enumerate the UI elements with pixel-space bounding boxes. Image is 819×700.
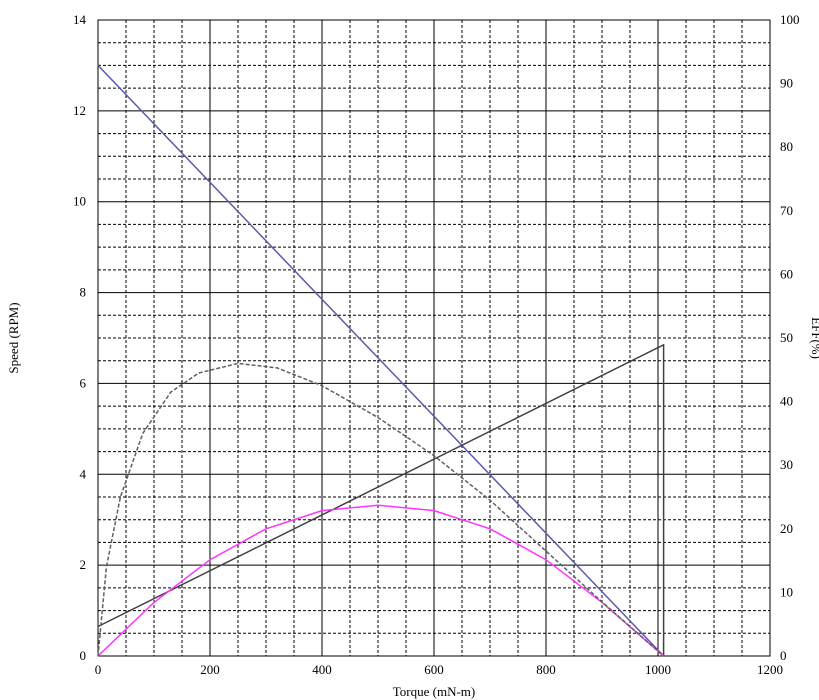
y-tick-label: 4: [80, 466, 87, 481]
y2-tick-label: 70: [780, 203, 793, 218]
x-tick-label: 800: [536, 662, 556, 677]
y-tick-label: 6: [80, 375, 87, 390]
y-tick-label: 8: [80, 285, 87, 300]
y-tick-label: 0: [80, 648, 87, 663]
y2-tick-label: 60: [780, 266, 793, 281]
x-tick-label: 600: [424, 662, 444, 677]
y2-tick-label: 0: [780, 648, 787, 663]
y2-tick-label: 50: [780, 330, 793, 345]
x-tick-label: 0: [95, 662, 102, 677]
grid: [98, 20, 770, 656]
x-tick-label: 400: [312, 662, 332, 677]
y-tick-label: 14: [73, 12, 87, 27]
series-line-1: [97, 64, 665, 657]
plot-frame: [97, 19, 771, 657]
tick-labels: 0 200 400 600 800 1000 12000246810121401020304…: [73, 12, 800, 677]
series-line-3: [97, 504, 665, 657]
y2-tick-label: 20: [780, 521, 793, 536]
series-line-4: [97, 362, 665, 657]
y-tick-label: 10: [73, 194, 86, 209]
y2-tick-label: 40: [780, 394, 793, 409]
y2-tick-label: 100: [780, 12, 800, 27]
series-line-2: [97, 343, 665, 656]
y-tick-label: 2: [80, 557, 87, 572]
series-layer: [97, 64, 665, 657]
x-tick-label: 200: [200, 662, 220, 677]
y2-tick-label: 80: [780, 139, 793, 154]
y2-tick-label: 30: [780, 457, 793, 472]
y2-axis-label: EFF(%): [809, 317, 819, 359]
x-tick-label: 1200: [757, 662, 783, 677]
y2-tick-label: 90: [780, 76, 793, 91]
x-tick-label: 1000: [645, 662, 671, 677]
y2-tick-label: 10: [780, 584, 793, 599]
y-tick-label: 12: [73, 103, 86, 118]
y-axis-label: Speed (RPM): [6, 302, 21, 373]
x-axis-label: Torque (mN-m): [393, 684, 475, 699]
